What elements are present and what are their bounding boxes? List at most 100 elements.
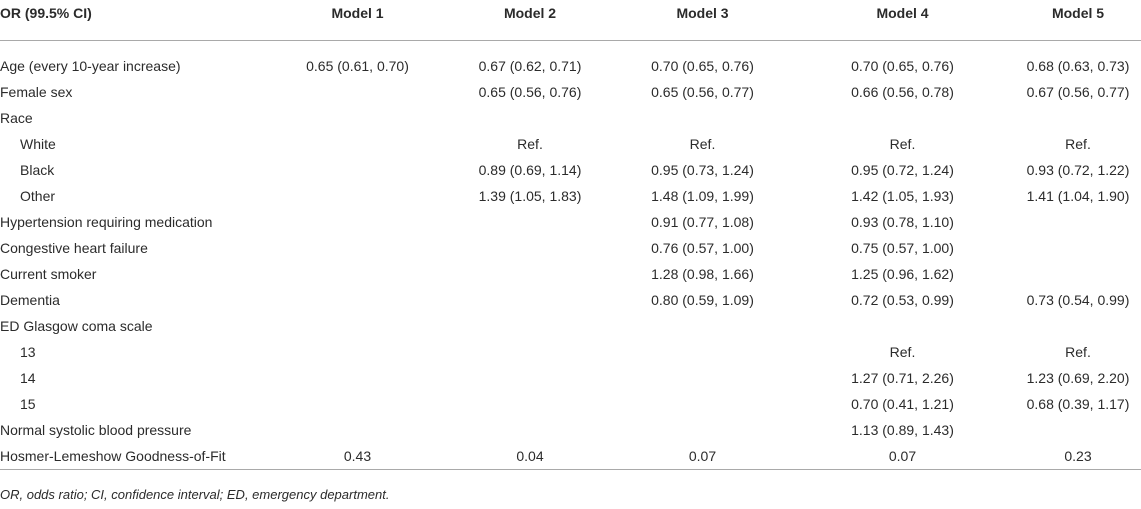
row-dementia: Dementia 0.80 (0.59, 1.09) 0.72 (0.53, 0…	[0, 287, 1141, 313]
model-2-value	[445, 261, 615, 287]
model-4-value: 0.07	[790, 443, 1015, 470]
model-2-value	[445, 313, 615, 339]
row-label: Normal systolic blood pressure	[0, 421, 192, 438]
model-3-value: 0.65 (0.56, 0.77)	[651, 83, 754, 100]
model-5-value: 0.23	[1015, 443, 1141, 470]
model-1-value	[270, 287, 445, 313]
model-2-value	[445, 287, 615, 313]
row-gcs-13: 13 Ref. Ref.	[0, 339, 1141, 365]
model-3-value: 0.70 (0.65, 0.76)	[651, 57, 754, 74]
model-1-value	[270, 417, 445, 443]
model-3-value	[615, 313, 790, 339]
row-age: Age (every 10-year increase) 0.65 (0.61,…	[0, 41, 1141, 80]
model-3-value	[615, 365, 790, 391]
model-3-value: 0.91 (0.77, 1.08)	[651, 213, 754, 230]
model-2-value	[445, 105, 615, 131]
row-label: Race	[0, 109, 33, 126]
model-1-value	[270, 365, 445, 391]
row-race-white: White Ref. Ref. Ref. Ref.	[0, 131, 1141, 157]
header-model-1: Model 1	[270, 0, 445, 41]
model-5-value	[1015, 261, 1141, 287]
model-1-value	[270, 261, 445, 287]
header-row: OR (99.5% CI) Model 1 Model 2 Model 3 Mo…	[0, 0, 1141, 41]
model-5-value	[1015, 105, 1141, 131]
model-4-value: 0.70 (0.41, 1.21)	[851, 395, 954, 412]
header-model-5: Model 5	[1015, 0, 1141, 41]
row-label: Black	[20, 161, 55, 178]
model-2-value	[445, 365, 615, 391]
model-5-value	[1015, 313, 1141, 339]
model-5-value	[1015, 417, 1141, 443]
model-4-value: 0.95 (0.72, 1.24)	[851, 161, 954, 178]
model-1-value	[270, 235, 445, 261]
header-model-4: Model 4	[790, 0, 1015, 41]
model-3-value: 0.95 (0.73, 1.24)	[651, 161, 754, 178]
row-hosmer-lemeshow: Hosmer-Lemeshow Goodness-of-Fit 0.43 0.0…	[0, 443, 1141, 470]
row-race-other: Other 1.39 (1.05, 1.83) 1.48 (1.09, 1.99…	[0, 183, 1141, 209]
model-3-value: 0.80 (0.59, 1.09)	[651, 291, 754, 308]
model-4-value: Ref.	[889, 343, 916, 360]
row-label: White	[20, 135, 56, 152]
model-4-value: 1.27 (0.71, 2.26)	[851, 369, 954, 386]
model-5-value: 0.68 (0.63, 0.73)	[1026, 57, 1130, 74]
row-label: Other	[20, 187, 56, 204]
model-4-value: Ref.	[889, 135, 916, 152]
model-2-value	[445, 339, 615, 365]
row-label: Hosmer-Lemeshow Goodness-of-Fit	[0, 443, 270, 470]
model-4-value: 0.66 (0.56, 0.78)	[851, 83, 954, 100]
row-label: Hypertension requiring medication	[0, 213, 213, 230]
model-3-value: 1.48 (1.09, 1.99)	[651, 187, 754, 204]
row-current-smoker: Current smoker 1.28 (0.98, 1.66) 1.25 (0…	[0, 261, 1141, 287]
model-5-value: 0.68 (0.39, 1.17)	[1026, 395, 1130, 412]
model-1-value	[270, 79, 445, 105]
model-4-value: 0.72 (0.53, 0.99)	[851, 291, 954, 308]
model-4-value	[790, 105, 1015, 131]
model-2-value: 1.39 (1.05, 1.83)	[478, 187, 582, 204]
row-race: Race	[0, 105, 1141, 131]
row-label: 13	[20, 343, 36, 360]
model-2-value: 0.65 (0.56, 0.76)	[478, 83, 582, 100]
model-2-value	[445, 209, 615, 235]
row-ed-glasgow-coma-scale: ED Glasgow coma scale	[0, 313, 1141, 339]
model-5-value: Ref.	[1065, 343, 1091, 360]
row-label: Female sex	[0, 83, 73, 100]
model-4-value: 0.70 (0.65, 0.76)	[851, 57, 954, 74]
model-2-value: Ref.	[517, 135, 543, 152]
model-2-value	[445, 417, 615, 443]
model-3-value	[615, 417, 790, 443]
model-1-value: 0.43	[270, 443, 445, 470]
row-normal-systolic-bp: Normal systolic blood pressure 1.13 (0.8…	[0, 417, 1141, 443]
model-3-value: 0.76 (0.57, 1.00)	[651, 239, 754, 256]
model-2-value	[445, 235, 615, 261]
row-label: Current smoker	[0, 265, 97, 282]
row-label: ED Glasgow coma scale	[0, 317, 153, 334]
model-2-value: 0.67 (0.62, 0.71)	[478, 57, 582, 74]
model-4-value: 0.75 (0.57, 1.00)	[851, 239, 954, 256]
header-or-ci: OR (99.5% CI)	[0, 0, 270, 41]
row-label: Dementia	[0, 291, 60, 308]
model-1-value	[270, 339, 445, 365]
model-1-value	[270, 209, 445, 235]
model-1-value: 0.65 (0.61, 0.70)	[306, 57, 409, 74]
row-gcs-15: 15 0.70 (0.41, 1.21) 0.68 (0.39, 1.17)	[0, 391, 1141, 417]
model-3-value	[615, 105, 790, 131]
row-label: Age (every 10-year increase)	[0, 57, 181, 74]
model-5-value	[1015, 235, 1141, 261]
model-1-value	[270, 391, 445, 417]
row-label: 15	[20, 395, 36, 412]
header-model-2: Model 2	[445, 0, 615, 41]
row-congestive-heart-failure: Congestive heart failure 0.76 (0.57, 1.0…	[0, 235, 1141, 261]
model-1-value	[270, 313, 445, 339]
row-hypertension: Hypertension requiring medication 0.91 (…	[0, 209, 1141, 235]
model-5-value: 1.23 (0.69, 2.20)	[1026, 369, 1130, 386]
model-1-value	[270, 105, 445, 131]
model-4-value: 1.25 (0.96, 1.62)	[851, 265, 954, 282]
header-model-3: Model 3	[615, 0, 790, 41]
row-female-sex: Female sex 0.65 (0.56, 0.76) 0.65 (0.56,…	[0, 79, 1141, 105]
model-5-value	[1015, 209, 1141, 235]
model-2-value	[445, 391, 615, 417]
model-4-value: 0.93 (0.78, 1.10)	[851, 213, 954, 230]
model-5-value: 1.41 (1.04, 1.90)	[1026, 187, 1130, 204]
odds-ratio-table: OR (99.5% CI) Model 1 Model 2 Model 3 Mo…	[0, 0, 1141, 470]
